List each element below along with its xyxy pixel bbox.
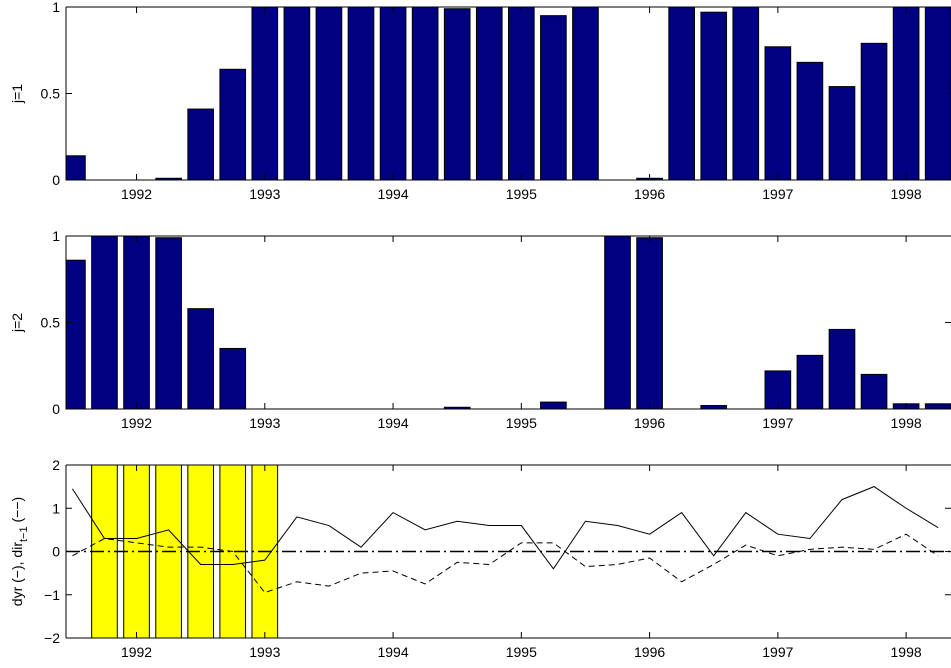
x-tick-label: 1998: [891, 186, 922, 202]
x-tick-label: 1995: [506, 644, 537, 660]
bar-8: [315, 6, 343, 181]
bar-13: [475, 6, 503, 181]
bar-4: [187, 108, 214, 181]
x-tick-label: 1996: [634, 415, 665, 431]
x-tick-label: 1992: [121, 644, 152, 660]
bar-9: [347, 6, 375, 181]
bar-25: [860, 373, 888, 410]
y-tick-label: 0.5: [41, 315, 61, 331]
x-tick-label: 1996: [634, 644, 665, 660]
y-tick-label: −2: [44, 630, 60, 646]
bar-5: [219, 68, 247, 181]
bar-11: [411, 6, 439, 181]
x-tick-label: 1992: [121, 186, 152, 202]
bar-24: [828, 86, 856, 181]
y-tick-label: 1: [52, 228, 60, 244]
bar-21: [732, 6, 760, 181]
bar-25: [860, 42, 888, 181]
bar-18: [636, 237, 663, 410]
y-tick-label: 0.5: [41, 86, 61, 102]
y-axis-label: dyr (−), dirt−1 (−−): [9, 497, 30, 606]
y-axis-label-main: dyr (−), dir: [9, 542, 25, 607]
panel-dyr-dir: −2 −1 0 1 2 1992 1993 1994 1995 1996 1997 1998 dyr (…: [9, 457, 951, 660]
y-axis-label-main: j=1: [9, 84, 25, 104]
x-tick-label: 1995: [506, 186, 537, 202]
x-tick-label: 1995: [506, 415, 537, 431]
bar-0: [65, 259, 86, 410]
bar-2: [123, 235, 150, 410]
bar-7: [283, 6, 311, 181]
x-tick-label: 1997: [762, 415, 793, 431]
x-tick-label: 1993: [249, 186, 280, 202]
bar-5: [219, 347, 247, 410]
bar-4: [187, 308, 214, 410]
bar-16: [572, 6, 599, 181]
x-tick-label: 1994: [377, 415, 408, 431]
bar-23: [796, 354, 824, 410]
bar-15: [540, 15, 567, 181]
bar-27: [924, 403, 951, 410]
bar-26: [892, 6, 920, 181]
y-axis-label: j=2: [9, 313, 25, 333]
bar-0: [65, 155, 86, 181]
y-axis-label-tail: (−−): [9, 497, 25, 527]
bar-20: [700, 405, 728, 410]
x-tick-label: 1993: [249, 644, 280, 660]
y-tick-label: 0: [52, 544, 60, 560]
panel-j1: 0 0.5 1 1992 1993 1994 1995 1996 1997 1998 j=1: [9, 0, 951, 202]
x-tick-label: 1996: [634, 186, 665, 202]
bar-12: [443, 8, 471, 181]
series-solid: [71, 486, 939, 570]
bar-6: [251, 6, 279, 181]
bar-15: [540, 401, 567, 410]
bar-22: [764, 46, 792, 181]
bar-10: [379, 6, 407, 181]
x-tick-label: 1998: [891, 415, 922, 431]
bar-3: [155, 237, 182, 410]
y-tick-label: 0: [52, 172, 60, 188]
bar-17: [604, 235, 631, 410]
y-tick-label: 0: [52, 401, 60, 417]
bar-24: [828, 328, 856, 410]
panel-j2: 0 0.5 1 1992 1993 1994 1995 1996 1997 1998 j=2: [9, 228, 951, 431]
bar-1: [91, 235, 118, 410]
x-tick-label: 1993: [249, 415, 280, 431]
y-tick-label: −1: [44, 587, 60, 603]
y-axis-label-sub: t−1: [18, 526, 30, 542]
x-tick-label: 1994: [377, 186, 408, 202]
bar-14: [508, 6, 535, 181]
y-tick-label: 2: [52, 457, 60, 473]
y-axis-label-main: j=2: [9, 313, 25, 333]
bar-19: [668, 6, 695, 181]
y-tick-label: 1: [52, 500, 60, 516]
x-tick-label: 1994: [377, 644, 408, 660]
x-tick-label: 1992: [121, 415, 152, 431]
y-axis-label: j=1: [9, 84, 25, 104]
bar-23: [796, 61, 824, 181]
x-tick-label: 1997: [762, 186, 793, 202]
bar-22: [764, 370, 792, 410]
x-tick-label: 1998: [891, 644, 922, 660]
series-dashed: [72, 533, 939, 594]
y-tick-label: 1: [52, 0, 60, 15]
x-tick-label: 1997: [762, 644, 793, 660]
bar-20: [700, 11, 728, 181]
